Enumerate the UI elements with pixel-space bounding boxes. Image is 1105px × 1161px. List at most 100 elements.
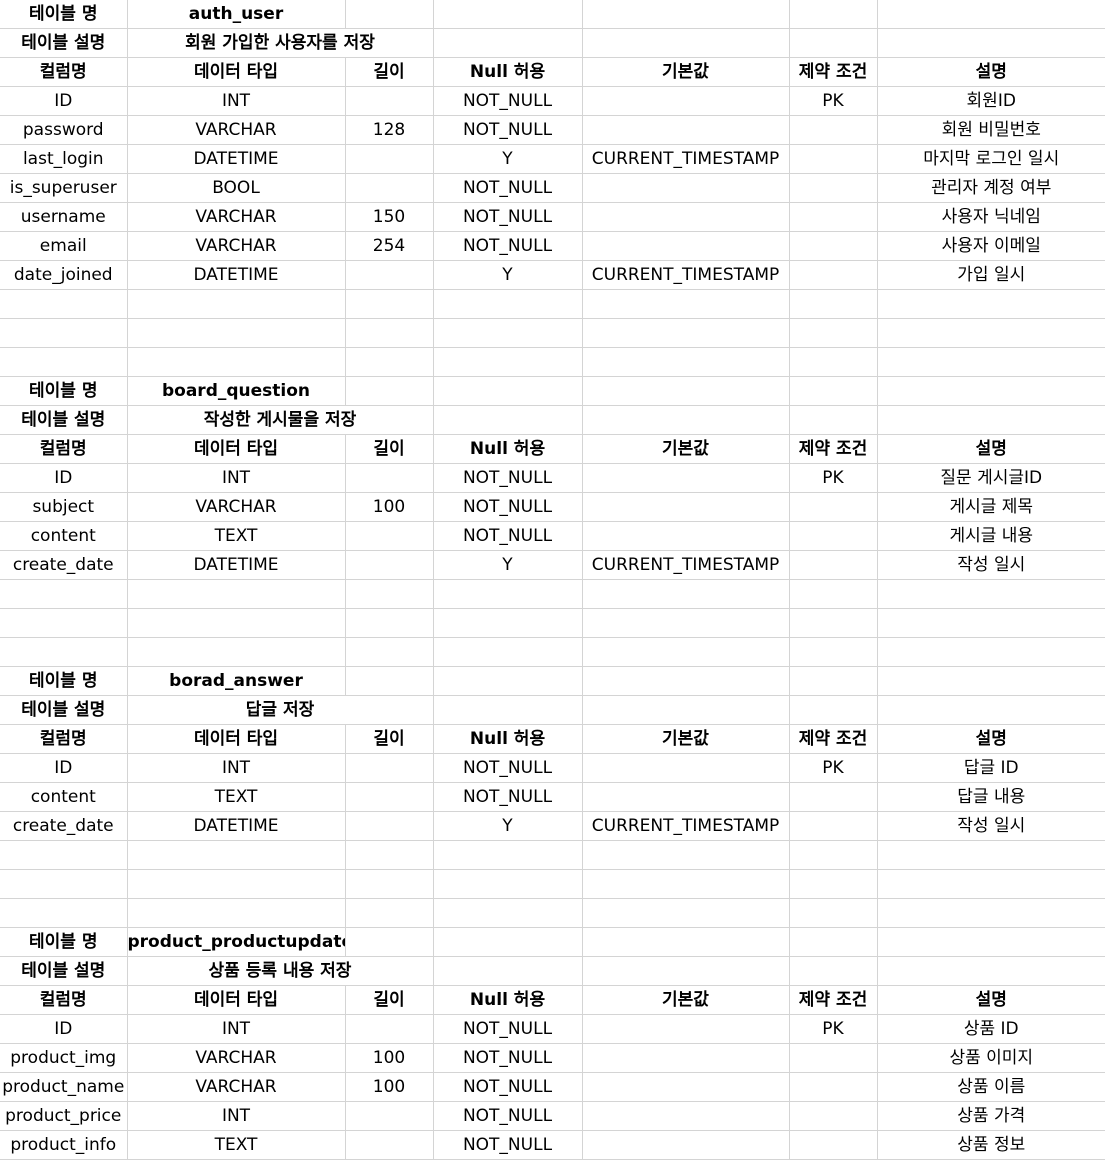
cell-default[interactable]: [581, 86, 790, 116]
cell-constraint[interactable]: PK: [788, 463, 878, 493]
cell-default[interactable]: [581, 521, 790, 551]
cell-length[interactable]: 150: [344, 202, 434, 232]
cell-desc[interactable]: 상품 정보: [876, 1130, 1105, 1160]
empty-cell[interactable]: [0, 637, 128, 667]
cell-nullable[interactable]: NOT_NULL: [432, 1101, 583, 1131]
empty-cell[interactable]: [876, 376, 1105, 406]
empty-cell[interactable]: [788, 608, 878, 638]
cell-default[interactable]: [581, 1072, 790, 1102]
empty-cell[interactable]: [581, 405, 790, 435]
empty-cell[interactable]: [432, 637, 583, 667]
cell-length[interactable]: [344, 144, 434, 174]
cell-name[interactable]: subject: [0, 492, 128, 522]
empty-cell[interactable]: [344, 666, 434, 696]
cell-name[interactable]: password: [0, 115, 128, 145]
cell-constraint[interactable]: [788, 1043, 878, 1073]
empty-cell[interactable]: [876, 347, 1105, 377]
empty-cell[interactable]: [126, 347, 346, 377]
empty-cell[interactable]: [581, 579, 790, 609]
cell-constraint[interactable]: [788, 1101, 878, 1131]
cell-default[interactable]: [581, 492, 790, 522]
cell-type[interactable]: VARCHAR: [126, 202, 346, 232]
cell-default[interactable]: [581, 115, 790, 145]
empty-cell[interactable]: [344, 579, 434, 609]
cell-desc[interactable]: 상품 가격: [876, 1101, 1105, 1131]
column-header[interactable]: Null 허용: [432, 724, 583, 754]
cell-length[interactable]: [344, 173, 434, 203]
column-header[interactable]: 기본값: [581, 434, 790, 464]
column-header[interactable]: 기본값: [581, 57, 790, 87]
cell-length[interactable]: [344, 782, 434, 812]
empty-cell[interactable]: [788, 869, 878, 899]
empty-cell[interactable]: [432, 376, 583, 406]
empty-cell[interactable]: [432, 956, 583, 986]
cell-nullable[interactable]: NOT_NULL: [432, 1014, 583, 1044]
empty-cell[interactable]: [432, 318, 583, 348]
cell-constraint[interactable]: [788, 231, 878, 261]
empty-cell[interactable]: [876, 637, 1105, 667]
empty-cell[interactable]: [126, 289, 346, 319]
empty-cell[interactable]: [876, 0, 1105, 29]
cell-nullable[interactable]: NOT_NULL: [432, 115, 583, 145]
cell-length[interactable]: [344, 753, 434, 783]
cell-default[interactable]: [581, 753, 790, 783]
cell-length[interactable]: 254: [344, 231, 434, 261]
empty-cell[interactable]: [432, 405, 583, 435]
column-header[interactable]: 설명: [876, 57, 1105, 87]
cell-type[interactable]: BOOL: [126, 173, 346, 203]
cell-default[interactable]: [581, 231, 790, 261]
cell-nullable[interactable]: NOT_NULL: [432, 86, 583, 116]
cell-constraint[interactable]: [788, 260, 878, 290]
table-name-value[interactable]: auth_user: [126, 0, 346, 29]
cell-name[interactable]: ID: [0, 86, 128, 116]
empty-cell[interactable]: [788, 28, 878, 58]
empty-cell[interactable]: [876, 28, 1105, 58]
table-name-value[interactable]: product_productupdate: [126, 927, 346, 957]
empty-cell[interactable]: [876, 927, 1105, 957]
cell-type[interactable]: INT: [126, 1101, 346, 1131]
empty-cell[interactable]: [432, 898, 583, 928]
cell-default[interactable]: CURRENT_TIMESTAMP: [581, 260, 790, 290]
table-desc-value[interactable]: 답글 저장: [126, 695, 434, 725]
empty-cell[interactable]: [581, 637, 790, 667]
empty-cell[interactable]: [876, 289, 1105, 319]
cell-default[interactable]: [581, 173, 790, 203]
cell-desc[interactable]: 상품 ID: [876, 1014, 1105, 1044]
cell-name[interactable]: product_img: [0, 1043, 128, 1073]
cell-default[interactable]: [581, 1130, 790, 1160]
empty-cell[interactable]: [0, 608, 128, 638]
empty-cell[interactable]: [876, 956, 1105, 986]
cell-name[interactable]: content: [0, 521, 128, 551]
empty-cell[interactable]: [126, 318, 346, 348]
empty-cell[interactable]: [432, 840, 583, 870]
cell-length[interactable]: 128: [344, 115, 434, 145]
table-name-label[interactable]: 테이블 명: [0, 376, 128, 406]
cell-length[interactable]: 100: [344, 1043, 434, 1073]
empty-cell[interactable]: [581, 695, 790, 725]
cell-length[interactable]: [344, 811, 434, 841]
empty-cell[interactable]: [344, 289, 434, 319]
empty-cell[interactable]: [581, 347, 790, 377]
cell-desc[interactable]: 회원 비밀번호: [876, 115, 1105, 145]
column-header[interactable]: 컬럼명: [0, 985, 128, 1015]
cell-default[interactable]: CURRENT_TIMESTAMP: [581, 144, 790, 174]
table-name-label[interactable]: 테이블 명: [0, 666, 128, 696]
empty-cell[interactable]: [432, 347, 583, 377]
cell-nullable[interactable]: Y: [432, 144, 583, 174]
cell-nullable[interactable]: NOT_NULL: [432, 782, 583, 812]
empty-cell[interactable]: [581, 927, 790, 957]
cell-length[interactable]: [344, 521, 434, 551]
cell-default[interactable]: [581, 782, 790, 812]
empty-cell[interactable]: [788, 347, 878, 377]
empty-cell[interactable]: [876, 869, 1105, 899]
empty-cell[interactable]: [432, 927, 583, 957]
column-header[interactable]: Null 허용: [432, 985, 583, 1015]
cell-nullable[interactable]: NOT_NULL: [432, 173, 583, 203]
column-header[interactable]: 설명: [876, 434, 1105, 464]
cell-type[interactable]: VARCHAR: [126, 1072, 346, 1102]
column-header[interactable]: 데이터 타입: [126, 724, 346, 754]
cell-desc[interactable]: 작성 일시: [876, 811, 1105, 841]
empty-cell[interactable]: [432, 28, 583, 58]
cell-default[interactable]: [581, 1014, 790, 1044]
empty-cell[interactable]: [344, 0, 434, 29]
